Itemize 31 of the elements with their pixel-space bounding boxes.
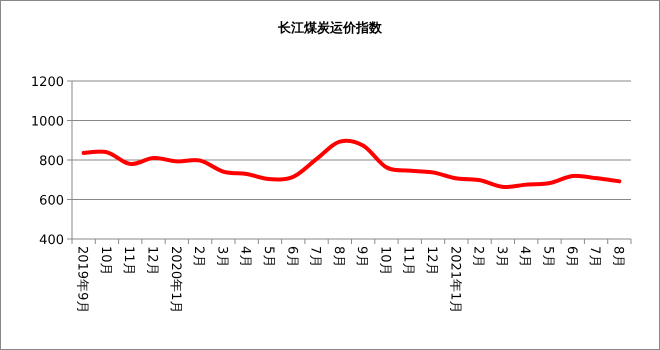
y-tick-label: 400 xyxy=(39,233,64,248)
x-tick-label: 11月 xyxy=(400,246,416,276)
x-tick-label: 5月 xyxy=(540,246,556,268)
x-tick-label: 12月 xyxy=(424,246,440,276)
line-series xyxy=(82,138,622,189)
x-tick-label: 6月 xyxy=(564,246,579,268)
x-tick-label: 10月 xyxy=(98,246,113,276)
x-tick-label: 2019年9月 xyxy=(74,246,90,314)
x-tick-label: 3月 xyxy=(214,246,230,268)
chart-title: 长江煤炭运价指数 xyxy=(277,20,383,36)
y-tick-label: 600 xyxy=(39,194,64,208)
x-tick-label: 2月 xyxy=(191,246,206,268)
y-tick-label: 1000 xyxy=(30,114,64,130)
x-tick-label: 12月 xyxy=(144,246,160,276)
y-tick-label: 1200 xyxy=(30,75,64,90)
x-tick-label: 8月 xyxy=(610,246,626,268)
x-tick-label: 4月 xyxy=(238,246,253,268)
x-tick-label: 4月 xyxy=(517,246,532,268)
x-tick-label: 2021年1月 xyxy=(447,246,462,314)
x-tick-label: 2月 xyxy=(470,246,486,268)
x-tick-label: 9月 xyxy=(354,246,370,268)
x-tick-label: 8月 xyxy=(330,246,346,268)
y-tick-label: 800 xyxy=(39,154,64,169)
x-tick-label: 5月 xyxy=(260,246,276,268)
x-tick-label: 7月 xyxy=(587,246,602,268)
x-tick-label: 2020年1月 xyxy=(168,246,183,314)
x-tick-label: 3月 xyxy=(494,246,509,268)
x-tick-label: 7月 xyxy=(308,246,323,268)
x-tick-label: 10月 xyxy=(377,246,392,276)
x-tick-label: 11月 xyxy=(121,246,136,276)
x-tick-label: 6月 xyxy=(284,246,300,268)
